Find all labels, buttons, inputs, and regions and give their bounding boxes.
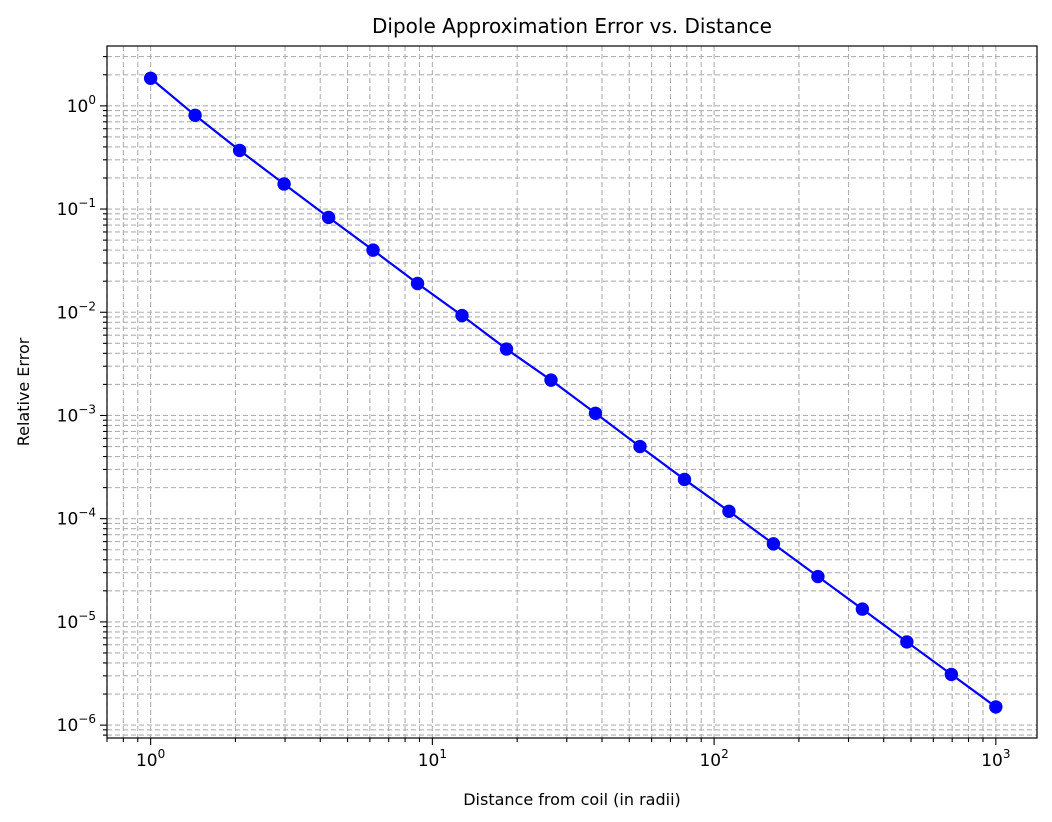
data-point [366,243,380,257]
y-tick-label: 10−6 [57,712,96,736]
data-point [722,504,736,518]
grid-layer [106,46,1037,738]
y-tick-label: 10−2 [57,299,96,323]
y-axis-label: Relative Error [14,337,33,446]
data-point [677,472,692,487]
data-point [499,342,514,356]
y-tick-label: 100 [67,93,96,117]
data-point [944,667,959,682]
data-point [232,143,247,158]
series-line [149,77,997,708]
plot-frame [106,45,1038,739]
x-tick-label: 102 [699,747,728,771]
data-point [588,406,603,420]
data-point [321,210,336,225]
data-point [143,71,158,85]
y-tick-label: 10−3 [57,402,96,426]
data-point [277,177,291,191]
data-point [544,373,558,387]
y-tick-label: 10−4 [57,506,96,530]
series-layer [143,71,1003,714]
data-point [811,569,825,584]
data-point [900,635,914,649]
data-point [410,276,425,291]
y-tick-label: 10−5 [57,609,96,633]
data-point [855,602,870,616]
x-tick-label: 103 [981,747,1010,771]
y-tick-label: 10−1 [57,196,96,220]
data-point [188,108,202,122]
x-tick-label: 100 [136,747,165,771]
data-point [766,537,781,551]
data-point [633,439,647,454]
chart-title: Dipole Approximation Error vs. Distance [372,14,772,38]
tick-layer: 100 101 102 103 10−6 10−5 10−4 10−3 10−2 10−1 100 [57,56,1010,771]
data-point [455,308,469,323]
x-tick-label: 101 [418,747,447,771]
data-point [989,700,1003,714]
x-axis-label: Distance from coil (in radii) [463,790,681,809]
